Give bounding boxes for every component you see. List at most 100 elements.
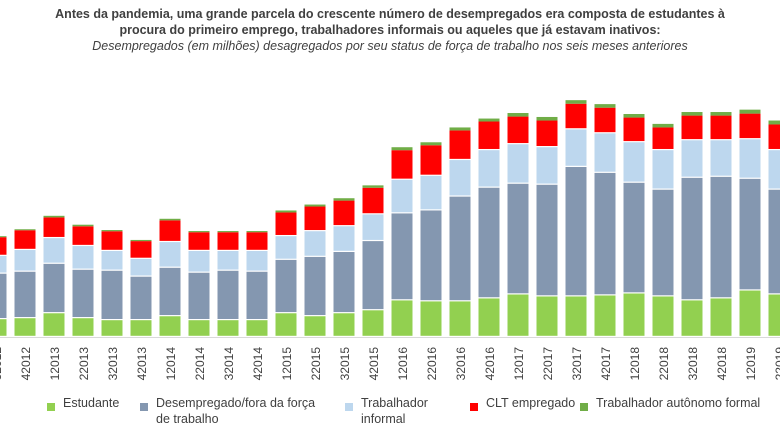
- x-tick-label-22014: 22014: [193, 347, 207, 381]
- bar-segment-32017-2: [565, 166, 587, 296]
- bar-segment-22019-1: [768, 294, 780, 336]
- bar-segment-22013-1: [72, 318, 94, 336]
- bar-segment-12015-3: [275, 236, 297, 259]
- bar-segment-42018-2: [710, 176, 732, 298]
- bar-segment-42017-2: [594, 172, 616, 295]
- x-tick-label-22019: 22019: [773, 347, 780, 381]
- bar-segment-22017-5: [536, 116, 558, 121]
- bar-segment-22017-2: [536, 184, 558, 296]
- bar-segment-12014-5: [159, 218, 181, 221]
- bar-segment-12015-5: [275, 210, 297, 213]
- bar-segment-42017-4: [594, 107, 616, 133]
- bar-segment-22014-3: [188, 251, 210, 272]
- bar-segment-32017-5: [565, 100, 587, 104]
- bar-segment-32012-1: [0, 319, 7, 336]
- bar-segment-32017-1: [565, 296, 587, 336]
- bar-segment-32014-4: [217, 232, 239, 250]
- x-tick-label-42016: 42016: [483, 347, 497, 381]
- bar-segment-42014-3: [246, 251, 268, 271]
- bar-segment-32014-3: [217, 251, 239, 270]
- x-tick-label-22015: 22015: [309, 347, 323, 381]
- bar-segment-32015-4: [333, 200, 355, 226]
- bar-segment-32016-5: [449, 127, 471, 131]
- bar-segment-32018-4: [681, 115, 703, 140]
- legend-item-5: Trabalhador autônomo formal: [580, 395, 760, 411]
- x-tick-label-32013: 32013: [106, 347, 120, 381]
- bar-segment-42014-5: [246, 231, 268, 233]
- bar-segment-22019-5: [768, 120, 780, 125]
- bar-segment-42012-5: [14, 229, 36, 231]
- bar-segment-42014-1: [246, 320, 268, 336]
- bar-segment-12017-1: [507, 294, 529, 336]
- bar-segment-42013-5: [130, 239, 152, 242]
- chart-legend: Estudante Desempregado/fora da força de t…: [0, 395, 780, 435]
- bar-segment-42018-1: [710, 298, 732, 336]
- bar-segment-32015-2: [333, 251, 355, 313]
- bar-segment-32018-5: [681, 112, 703, 116]
- bar-segment-12014-2: [159, 267, 181, 316]
- legend-swatch-4: [470, 403, 478, 411]
- bar-segment-22018-4: [652, 127, 674, 149]
- bar-segment-42012-1: [14, 318, 36, 336]
- bar-segment-42015-5: [362, 185, 384, 188]
- x-tick-label-12014: 12014: [164, 347, 178, 381]
- legend-swatch-3: [345, 403, 353, 411]
- bar-segment-32012-4: [0, 237, 7, 255]
- bar-segment-32012-2: [0, 273, 7, 319]
- bar-segment-42013-2: [130, 276, 152, 319]
- bar-segment-12017-3: [507, 144, 529, 183]
- x-tick-label-32017: 32017: [570, 347, 584, 381]
- x-tick-label-12017: 12017: [512, 347, 526, 381]
- bar-segment-42015-3: [362, 214, 384, 240]
- bar-segment-12016-3: [391, 179, 413, 213]
- bar-segment-12016-4: [391, 150, 413, 179]
- bar-segment-12013-5: [43, 215, 65, 218]
- bar-segment-32016-2: [449, 196, 471, 301]
- bar-segment-32015-1: [333, 313, 355, 336]
- x-tick-label-32016: 32016: [454, 347, 468, 381]
- bar-segment-32013-5: [101, 230, 123, 232]
- bar-segment-22013-5: [72, 224, 94, 227]
- bar-segment-42015-2: [362, 241, 384, 310]
- bar-segment-42016-3: [478, 150, 500, 187]
- legend-swatch-1: [47, 403, 55, 411]
- legend-label-5: Trabalhador autônomo formal: [596, 396, 761, 410]
- bar-segment-12018-2: [623, 182, 645, 293]
- bar-segment-12018-5: [623, 114, 645, 118]
- bar-segment-42016-1: [478, 298, 500, 336]
- legend-item-1: Estudante: [47, 395, 119, 411]
- bar-segment-22015-5: [304, 204, 326, 207]
- legend-item-3: Trabalhador informal: [345, 395, 461, 427]
- bar-segment-12016-1: [391, 300, 413, 336]
- bar-segment-12013-4: [43, 217, 65, 237]
- bar-segment-32012-5: [0, 236, 7, 238]
- bar-segment-12018-4: [623, 117, 645, 142]
- stacked-bar-chart: 32012 42012 12013 22013 32013 42013 12014 22014…: [0, 100, 780, 381]
- bar-segment-12019-1: [739, 290, 761, 336]
- bar-segment-22019-3: [768, 150, 780, 189]
- x-tick-label-32014: 32014: [222, 347, 236, 381]
- bar-segment-22016-5: [420, 142, 442, 146]
- bar-segment-42016-2: [478, 187, 500, 298]
- bar-segment-12016-5: [391, 147, 413, 151]
- x-tick-label-42015: 42015: [367, 347, 381, 381]
- bar-segment-22017-1: [536, 296, 558, 336]
- bar-segment-22015-3: [304, 231, 326, 256]
- x-tick-label-22016: 22016: [425, 347, 439, 381]
- x-tick-label-12019: 12019: [744, 347, 758, 381]
- bar-segment-42017-5: [594, 104, 616, 108]
- bar-segment-12016-2: [391, 213, 413, 300]
- x-tick-label-32012: 32012: [0, 347, 4, 381]
- chart-subtitle: Desempregados (em milhões) desagregados …: [92, 39, 688, 53]
- x-tick-label-32018: 32018: [686, 347, 700, 381]
- bar-segment-32016-1: [449, 301, 471, 336]
- bar-segment-12015-1: [275, 313, 297, 336]
- bar-segment-42018-3: [710, 140, 732, 176]
- bar-segment-42016-4: [478, 121, 500, 149]
- bar-segment-32013-2: [101, 270, 123, 319]
- bar-segment-22016-2: [420, 210, 442, 301]
- bar-segment-22013-2: [72, 269, 94, 318]
- legend-swatch-2: [140, 403, 148, 411]
- x-tick-label-42017: 42017: [599, 347, 613, 381]
- bar-segment-12018-1: [623, 293, 645, 336]
